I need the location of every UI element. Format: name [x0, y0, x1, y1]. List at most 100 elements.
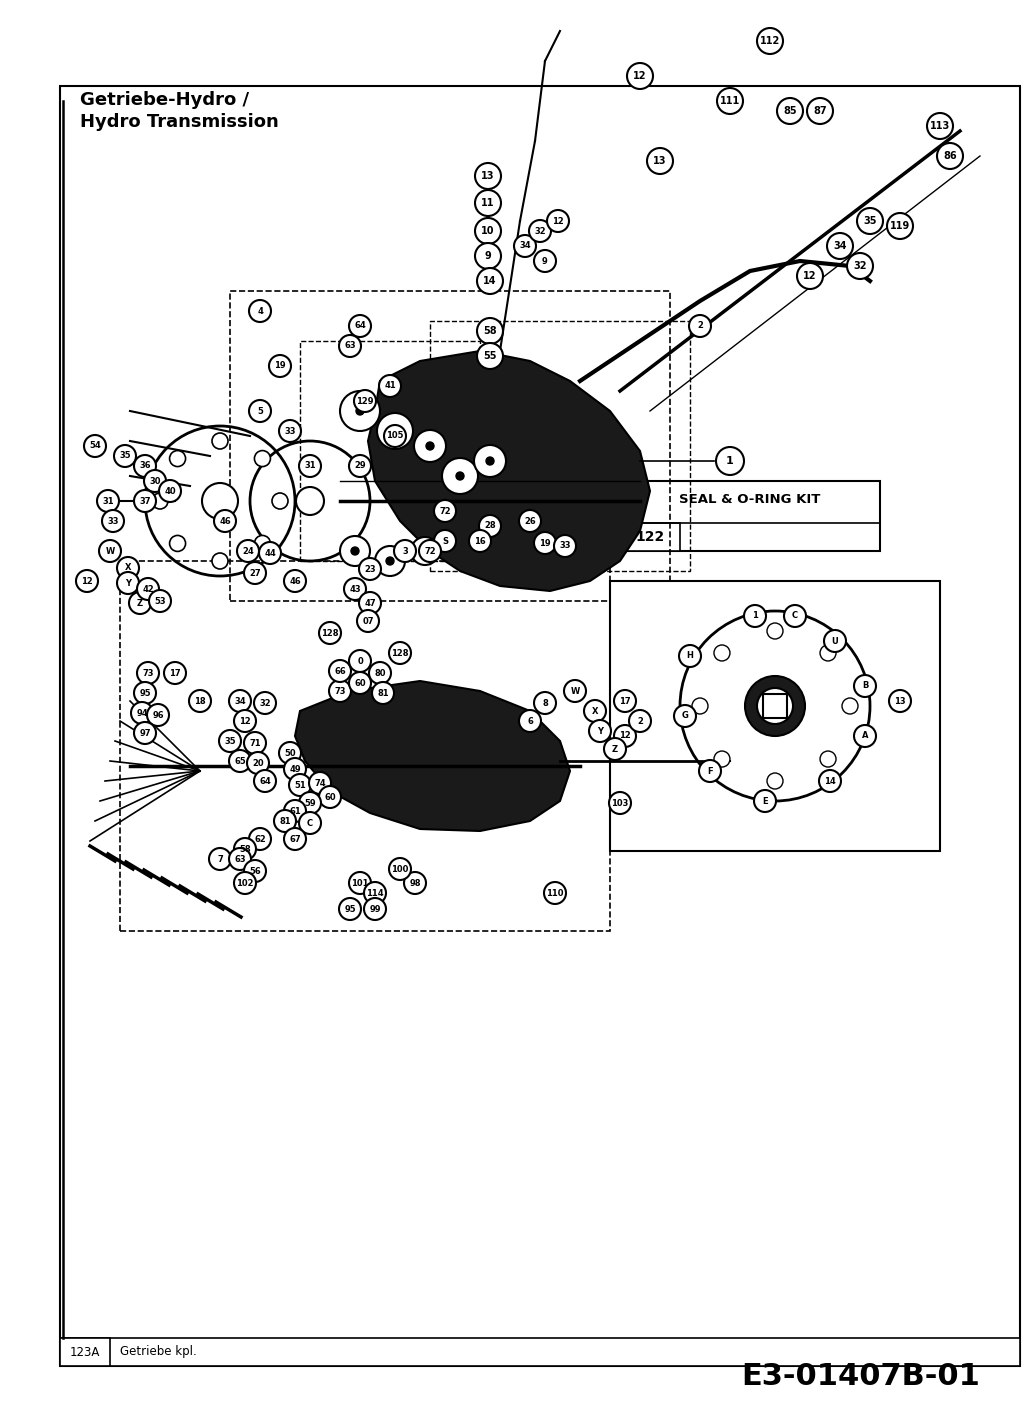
Text: 19: 19	[275, 361, 286, 371]
Text: 5: 5	[257, 406, 263, 415]
Text: Z: Z	[612, 745, 618, 753]
Circle shape	[234, 838, 256, 860]
Text: 37: 37	[139, 496, 151, 506]
Circle shape	[414, 431, 446, 462]
Circle shape	[717, 88, 743, 114]
Circle shape	[219, 730, 241, 752]
Text: 94: 94	[136, 709, 148, 718]
Circle shape	[475, 243, 501, 269]
Circle shape	[486, 458, 494, 465]
Circle shape	[299, 455, 321, 477]
Circle shape	[249, 399, 271, 422]
Circle shape	[351, 547, 359, 556]
Circle shape	[421, 547, 429, 556]
Text: 61: 61	[289, 807, 301, 816]
Circle shape	[565, 681, 586, 702]
Circle shape	[434, 530, 456, 551]
Circle shape	[797, 263, 823, 288]
Text: 33: 33	[107, 516, 119, 526]
Text: 27: 27	[249, 568, 261, 577]
Circle shape	[679, 645, 701, 666]
Bar	[620, 523, 680, 551]
Text: G: G	[681, 712, 688, 720]
Circle shape	[784, 605, 806, 627]
Text: 71: 71	[249, 739, 261, 747]
Text: 2: 2	[697, 321, 703, 331]
Circle shape	[284, 800, 307, 821]
Text: 32: 32	[259, 699, 270, 708]
Circle shape	[754, 790, 776, 811]
Circle shape	[842, 698, 858, 713]
Text: 14: 14	[825, 776, 836, 786]
Text: 74: 74	[314, 779, 326, 787]
Circle shape	[391, 426, 399, 435]
Circle shape	[134, 682, 156, 703]
Circle shape	[159, 480, 181, 502]
Circle shape	[628, 710, 651, 732]
Circle shape	[272, 493, 288, 509]
Text: 72: 72	[424, 547, 436, 556]
Text: 54: 54	[89, 442, 101, 450]
Text: 2: 2	[637, 716, 643, 726]
Circle shape	[229, 691, 251, 712]
Circle shape	[469, 530, 491, 551]
Text: 18: 18	[194, 696, 205, 705]
Text: 99: 99	[369, 905, 381, 914]
Circle shape	[254, 770, 276, 791]
Circle shape	[389, 642, 411, 664]
Circle shape	[229, 848, 251, 870]
Circle shape	[284, 828, 307, 850]
Text: 100: 100	[391, 864, 409, 874]
Circle shape	[349, 315, 370, 337]
Text: 105: 105	[386, 432, 404, 441]
Text: 113: 113	[930, 121, 950, 131]
Text: 63: 63	[234, 854, 246, 864]
Circle shape	[237, 540, 259, 561]
Circle shape	[757, 688, 793, 725]
Circle shape	[117, 573, 139, 594]
Circle shape	[824, 630, 846, 652]
Circle shape	[275, 810, 296, 833]
Bar	[60, 1339, 110, 1366]
Text: 51: 51	[294, 780, 305, 790]
Text: 12: 12	[619, 732, 631, 740]
Text: E: E	[763, 797, 768, 806]
Circle shape	[434, 500, 456, 522]
Text: 10: 10	[481, 226, 494, 236]
Circle shape	[349, 672, 370, 693]
Circle shape	[767, 622, 783, 639]
Text: 0: 0	[357, 657, 363, 665]
Text: B: B	[862, 682, 868, 691]
Bar	[610, 581, 940, 851]
Circle shape	[244, 860, 266, 882]
Circle shape	[614, 725, 636, 747]
Polygon shape	[368, 351, 650, 591]
Circle shape	[375, 546, 405, 576]
Circle shape	[234, 872, 256, 894]
Circle shape	[289, 774, 311, 796]
Circle shape	[338, 335, 361, 357]
Circle shape	[475, 217, 501, 244]
Circle shape	[389, 858, 411, 880]
Text: Hydro Transmission: Hydro Transmission	[80, 114, 279, 131]
Circle shape	[249, 300, 271, 323]
Text: 07: 07	[362, 617, 374, 625]
Circle shape	[534, 250, 556, 271]
Circle shape	[692, 698, 708, 713]
Text: Getriebe kpl.: Getriebe kpl.	[120, 1346, 197, 1358]
Text: 111: 111	[720, 97, 740, 107]
Circle shape	[554, 534, 576, 557]
Text: 17: 17	[169, 668, 181, 678]
Text: S: S	[442, 537, 448, 546]
Circle shape	[544, 882, 566, 904]
Circle shape	[744, 605, 766, 627]
Circle shape	[338, 898, 361, 919]
Text: 11: 11	[481, 198, 494, 207]
Text: Y: Y	[596, 726, 603, 736]
Circle shape	[99, 540, 121, 561]
Circle shape	[364, 898, 386, 919]
Text: 67: 67	[289, 834, 300, 844]
Text: 87: 87	[813, 107, 827, 117]
Circle shape	[134, 490, 156, 512]
Circle shape	[369, 662, 391, 684]
